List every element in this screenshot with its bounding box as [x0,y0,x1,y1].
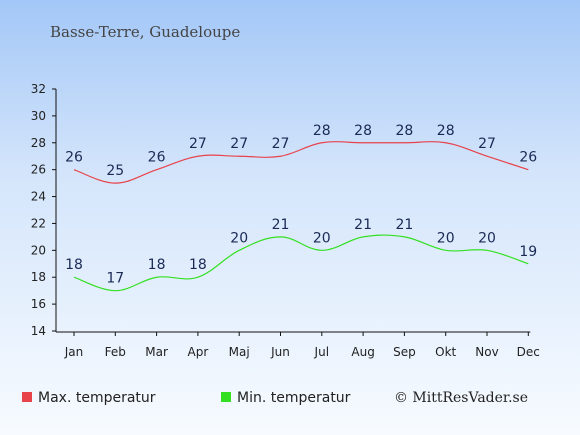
x-tick-label: Mar [145,345,168,359]
data-label: 28 [437,123,455,139]
data-label: 20 [230,230,248,246]
x-tick-label: Dec [517,345,540,359]
x-tick-label: Nov [475,345,498,359]
y-tick-label: 16 [31,297,46,311]
data-label: 26 [148,150,166,166]
x-tick-label: Aug [351,345,374,359]
data-label: 21 [354,217,372,233]
x-tick-label: Jun [270,345,290,359]
y-tick-label: 30 [31,109,46,123]
data-label: 18 [65,257,83,273]
data-label: 17 [106,271,124,287]
x-tick-label: Maj [229,345,250,359]
y-tick-label: 32 [31,82,46,96]
data-label: 28 [354,123,372,139]
data-label: 20 [437,230,455,246]
data-label: 21 [395,217,413,233]
data-label: 21 [272,217,290,233]
y-tick-label: 20 [31,243,46,257]
data-labels: 26 25 26 27 27 27 28 28 28 28 27 26 18 17 18 18 20 21 20 21… [65,123,537,287]
y-tick-label: 18 [31,270,46,284]
data-label: 27 [189,136,207,152]
legend-swatch-min [221,392,231,402]
x-tick-label: Okt [435,345,456,359]
data-label: 26 [519,150,537,166]
y-tick-label: 24 [31,190,46,204]
data-label: 27 [272,136,290,152]
y-tick-label: 26 [31,163,46,177]
data-label: 18 [148,257,166,273]
data-label: 18 [189,257,207,273]
chart-title: Basse-Terre, Guadeloupe [50,23,240,41]
data-label: 26 [65,150,83,166]
legend-label-min: Min. temperatur [237,390,351,406]
data-label: 27 [478,136,496,152]
data-label: 28 [395,123,413,139]
data-label: 20 [313,230,331,246]
x-tick-label: Jan [64,345,84,359]
data-label: 25 [106,163,124,179]
data-label: 19 [519,244,537,260]
credit-text: © MittResVader.se [394,390,528,406]
y-tick-label: 28 [31,136,46,150]
x-tick-label: Apr [188,345,209,359]
data-label: 27 [230,136,248,152]
x-tick-label: Sep [393,345,416,359]
series-line-max [73,141,529,184]
legend-label-max: Max. temperatur [38,390,156,406]
y-tick-label: 22 [31,216,46,230]
y-tick-label: 14 [31,324,46,338]
x-tick-label: Jul [314,345,329,359]
x-tick-label: Feb [105,345,126,359]
series-lines [73,141,529,292]
data-label: 20 [478,230,496,246]
data-label: 28 [313,123,331,139]
axes: 14 16 18 20 22 24 26 28 30 32 Jan Feb Mar Apr Maj Jun Ju… [31,82,540,359]
legend-swatch-max [22,392,32,402]
series-line-min [73,234,529,292]
legend: Max. temperatur Min. temperatur [22,390,351,406]
